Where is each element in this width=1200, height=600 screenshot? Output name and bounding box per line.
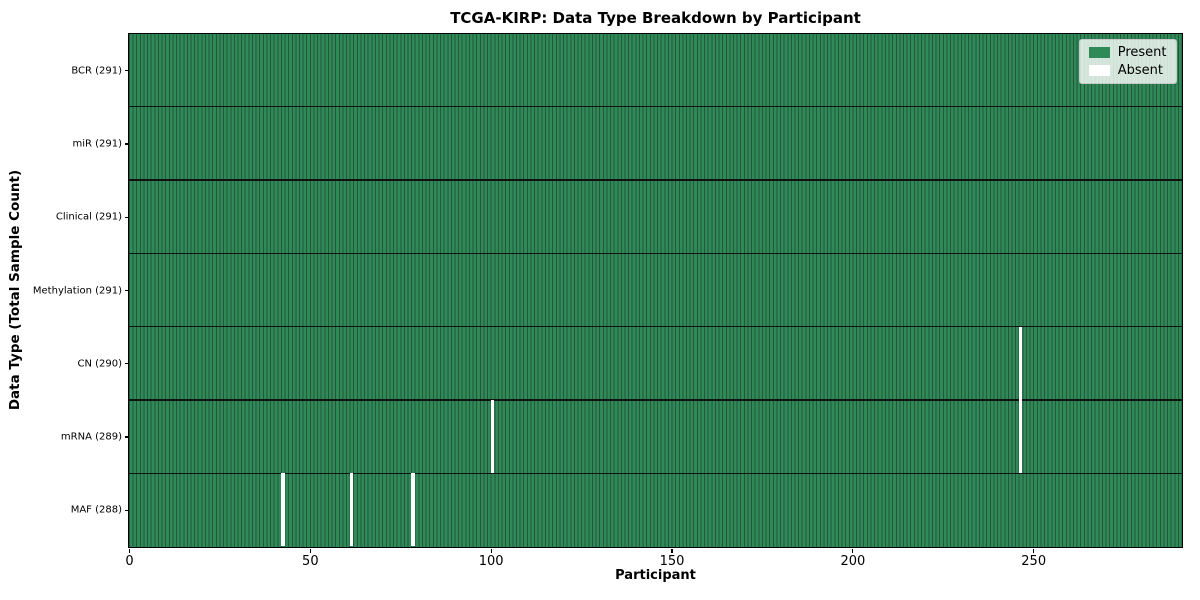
x-tick-mark (490, 548, 492, 553)
x-tick-mark (852, 548, 854, 553)
row-separator (129, 399, 1182, 401)
y-tick-label: mRNA (289) (60, 431, 122, 443)
absent-swatch (1088, 64, 1110, 76)
legend-entry-present: Present (1088, 44, 1167, 60)
y-tick-label: Clinical (291) (55, 211, 122, 223)
y-tick-mark (124, 216, 128, 218)
x-tick-label: 100 (478, 553, 504, 569)
x-tick-label: 50 (302, 553, 319, 569)
x-axis-label: Participant (615, 568, 696, 583)
x-tick-mark (1033, 548, 1035, 553)
y-tick-mark (124, 289, 128, 292)
x-tick-label: 0 (125, 553, 134, 569)
y-tick-label: miR (291) (72, 138, 122, 150)
row-separator (129, 252, 1182, 254)
absent-cell (411, 473, 415, 547)
plot-area: Present Absent (128, 32, 1183, 548)
present-swatch (1088, 46, 1110, 58)
y-axis-label: Data Type (Total Sample Count) (7, 169, 23, 411)
row-separator (129, 179, 1182, 181)
y-tick-label: Methylation (291) (32, 285, 122, 296)
y-tick-mark (124, 436, 128, 438)
row-separator (129, 326, 1182, 328)
x-tick-mark (128, 548, 131, 553)
absent-cell (490, 399, 495, 474)
y-tick-label: CN (290) (77, 358, 122, 370)
row-separator (129, 472, 1182, 474)
absent-cell (280, 473, 285, 547)
row-separator (129, 106, 1182, 108)
legend: Present Absent (1078, 38, 1177, 84)
y-tick-label: BCR (291) (71, 65, 122, 77)
x-tick-label: 250 (1021, 553, 1047, 569)
x-tick-label: 150 (659, 553, 685, 569)
absent-cell (349, 473, 354, 547)
legend-label-absent: Absent (1117, 62, 1163, 78)
y-tick-mark (124, 509, 128, 511)
x-tick-mark (671, 548, 673, 553)
legend-label-present: Present (1117, 44, 1167, 60)
legend-entry-absent: Absent (1088, 62, 1167, 78)
y-tick-mark (124, 143, 128, 145)
y-tick-mark (124, 70, 128, 72)
absent-cell (1018, 326, 1023, 400)
y-tick-label: MAF (288) (70, 504, 122, 516)
y-tick-mark (124, 363, 128, 365)
absent-cell (1018, 399, 1023, 474)
x-tick-label: 200 (840, 553, 866, 569)
x-tick-mark (309, 548, 311, 553)
chart-title: TCGA-KIRP: Data Type Breakdown by Partic… (450, 9, 861, 27)
